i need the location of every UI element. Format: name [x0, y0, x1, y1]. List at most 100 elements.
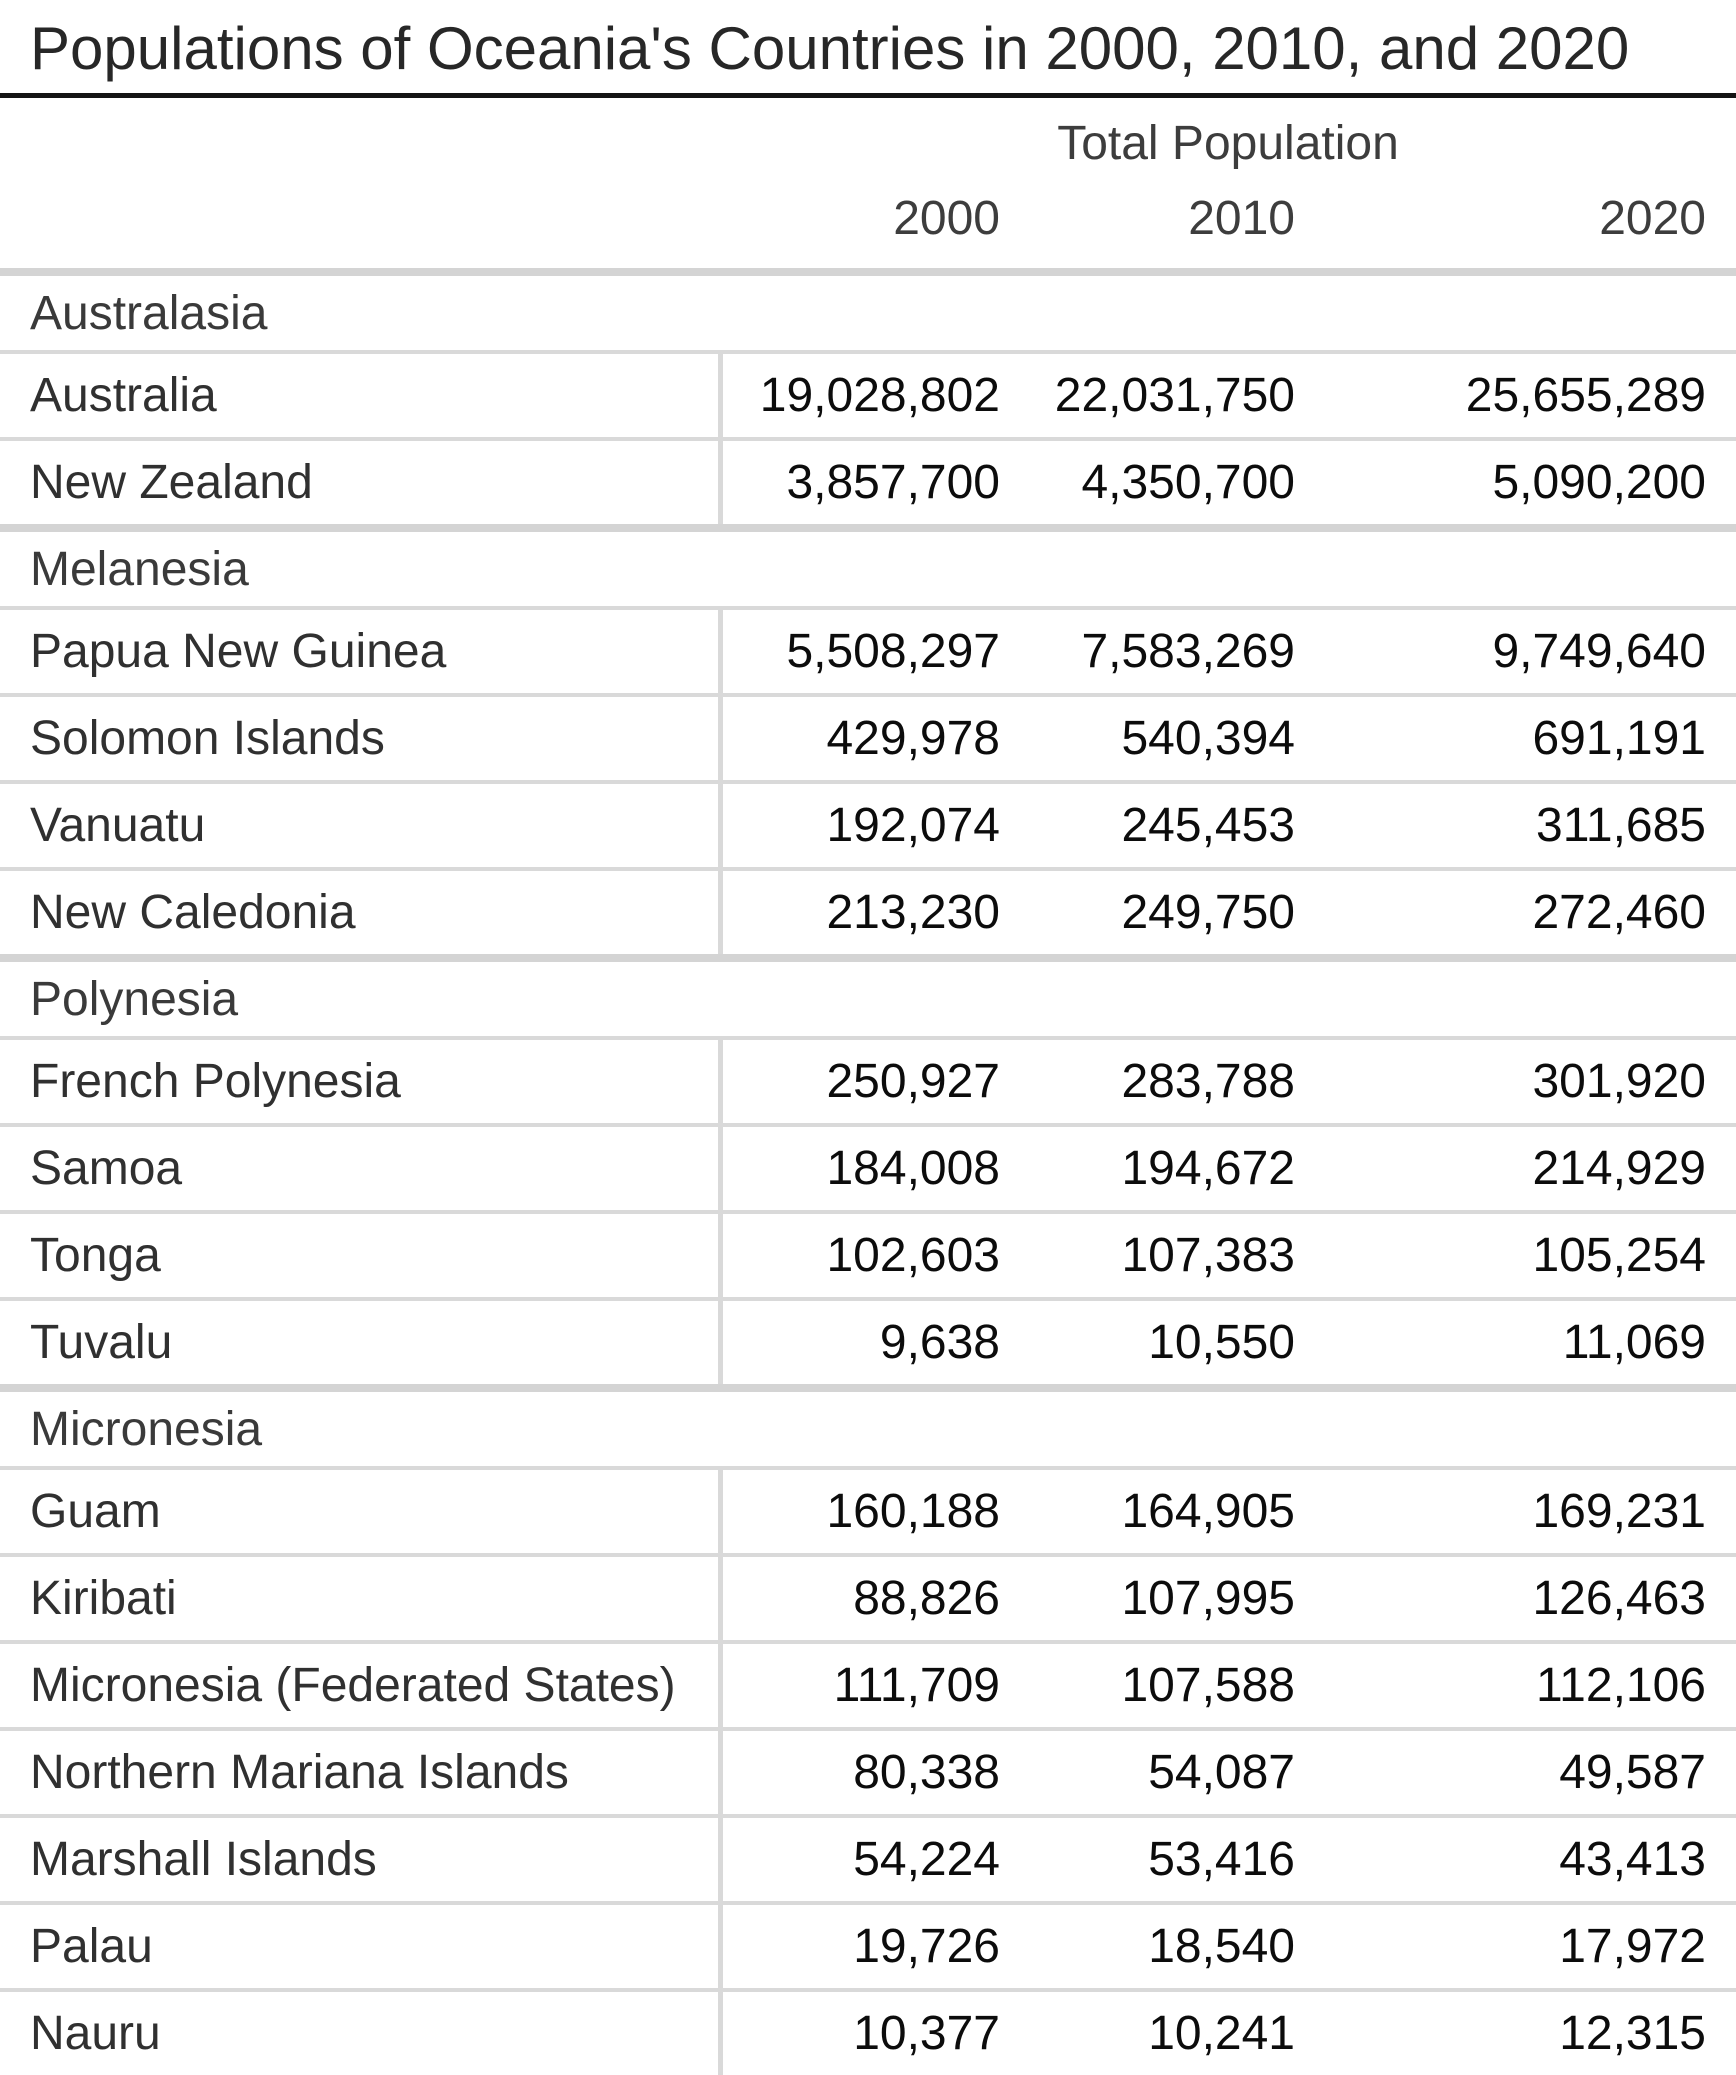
population-table: Total Population 2000 2010 2020 Australa… — [0, 98, 1736, 2075]
table-row: Northern Mariana Islands 80,338 54,087 49,5… — [0, 1727, 1736, 1816]
group-header-row: Australasia — [0, 268, 1736, 352]
population-value-2010: 107,383 — [1010, 1210, 1305, 1299]
table-row: Australia 19,028,802 22,031,750 25,655,289 — [0, 350, 1736, 439]
population-value-2000: 160,188 — [720, 1466, 1010, 1555]
group-name: Australasia — [0, 268, 1736, 352]
country-name: French Polynesia — [0, 1036, 723, 1125]
table-row: Marshall Islands 54,224 53,416 43,413 — [0, 1814, 1736, 1903]
population-value-2020: 43,413 — [1305, 1814, 1736, 1903]
population-value-2020: 49,587 — [1305, 1727, 1736, 1816]
population-value-2010: 10,241 — [1010, 1988, 1305, 2075]
country-name: Northern Mariana Islands — [0, 1727, 723, 1816]
group-name: Melanesia — [0, 524, 1736, 608]
table-row: Samoa 184,008 194,672 214,929 — [0, 1123, 1736, 1212]
population-value-2000: 10,377 — [720, 1988, 1010, 2075]
population-value-2020: 126,463 — [1305, 1553, 1736, 1642]
population-value-2000: 19,028,802 — [720, 350, 1010, 439]
group-name: Micronesia — [0, 1384, 1736, 1468]
population-value-2020: 25,655,289 — [1305, 350, 1736, 439]
table-row: Solomon Islands 429,978 540,394 691,191 — [0, 693, 1736, 782]
population-value-2010: 283,788 — [1010, 1036, 1305, 1125]
country-name: Micronesia (Federated States) — [0, 1640, 723, 1729]
year-header-row: 2000 2010 2020 — [0, 175, 1736, 272]
population-value-2010: 245,453 — [1010, 780, 1305, 869]
population-value-2020: 301,920 — [1305, 1036, 1736, 1125]
country-name: Kiribati — [0, 1553, 723, 1642]
population-value-2020: 311,685 — [1305, 780, 1736, 869]
population-value-2010: 10,550 — [1010, 1297, 1305, 1388]
header-spacer — [0, 98, 720, 175]
population-value-2000: 184,008 — [720, 1123, 1010, 1212]
header-spacer — [0, 175, 720, 272]
population-value-2010: 22,031,750 — [1010, 350, 1305, 439]
population-value-2000: 3,857,700 — [720, 437, 1010, 528]
population-value-2020: 105,254 — [1305, 1210, 1736, 1299]
population-value-2000: 54,224 — [720, 1814, 1010, 1903]
country-name: New Caledonia — [0, 867, 723, 958]
population-value-2000: 250,927 — [720, 1036, 1010, 1125]
year-header-2000: 2000 — [893, 192, 1000, 245]
table-row: Micronesia (Federated States) 111,709 107,… — [0, 1640, 1736, 1729]
population-value-2010: 4,350,700 — [1010, 437, 1305, 528]
country-name: Solomon Islands — [0, 693, 723, 782]
group-header-row: Micronesia — [0, 1384, 1736, 1468]
table-row: Vanuatu 192,074 245,453 311,685 — [0, 780, 1736, 869]
population-value-2010: 7,583,269 — [1010, 606, 1305, 695]
table-body: Australasia Australia 19,028,802 22,031,750… — [0, 268, 1736, 2075]
population-value-2020: 17,972 — [1305, 1901, 1736, 1990]
population-value-2000: 19,726 — [720, 1901, 1010, 1990]
population-value-2000: 88,826 — [720, 1553, 1010, 1642]
population-value-2010: 164,905 — [1010, 1466, 1305, 1555]
country-name: Vanuatu — [0, 780, 723, 869]
population-value-2010: 194,672 — [1010, 1123, 1305, 1212]
population-value-2010: 54,087 — [1010, 1727, 1305, 1816]
population-value-2000: 5,508,297 — [720, 606, 1010, 695]
table-row: Guam 160,188 164,905 169,231 — [0, 1466, 1736, 1555]
country-name: Samoa — [0, 1123, 723, 1212]
group-name: Polynesia — [0, 954, 1736, 1038]
country-name: Papua New Guinea — [0, 606, 723, 695]
population-value-2000: 111,709 — [720, 1640, 1010, 1729]
country-name: Tonga — [0, 1210, 723, 1299]
population-value-2020: 272,460 — [1305, 867, 1736, 958]
table-row: Nauru 10,377 10,241 12,315 — [0, 1988, 1736, 2075]
country-name: Marshall Islands — [0, 1814, 723, 1903]
table-row: Kiribati 88,826 107,995 126,463 — [0, 1553, 1736, 1642]
population-value-2000: 9,638 — [720, 1297, 1010, 1388]
group-header-row: Polynesia — [0, 954, 1736, 1038]
year-header-2020: 2020 — [1599, 192, 1706, 245]
population-value-2010: 107,588 — [1010, 1640, 1305, 1729]
group-header-row: Melanesia — [0, 524, 1736, 608]
population-value-2010: 107,995 — [1010, 1553, 1305, 1642]
table-row: New Zealand 3,857,700 4,350,700 5,090,200 — [0, 437, 1736, 528]
population-value-2020: 9,749,640 — [1305, 606, 1736, 695]
table-row: New Caledonia 213,230 249,750 272,460 — [0, 867, 1736, 958]
table-row: Papua New Guinea 5,508,297 7,583,269 9,749,… — [0, 606, 1736, 695]
column-group-header-row: Total Population — [0, 98, 1736, 175]
population-value-2010: 540,394 — [1010, 693, 1305, 782]
population-value-2020: 11,069 — [1305, 1297, 1736, 1388]
country-name: Nauru — [0, 1988, 723, 2075]
population-value-2020: 112,106 — [1305, 1640, 1736, 1729]
column-group-header: Total Population — [1057, 117, 1399, 170]
country-name: Tuvalu — [0, 1297, 723, 1388]
population-value-2010: 53,416 — [1010, 1814, 1305, 1903]
population-value-2020: 169,231 — [1305, 1466, 1736, 1555]
population-value-2000: 429,978 — [720, 693, 1010, 782]
population-value-2000: 80,338 — [720, 1727, 1010, 1816]
population-value-2020: 214,929 — [1305, 1123, 1736, 1212]
table-row: French Polynesia 250,927 283,788 301,920 — [0, 1036, 1736, 1125]
table-row: Tonga 102,603 107,383 105,254 — [0, 1210, 1736, 1299]
country-name: Australia — [0, 350, 723, 439]
population-value-2020: 691,191 — [1305, 693, 1736, 782]
page-title: Populations of Oceania's Countries in 20… — [0, 0, 1736, 98]
country-name: Palau — [0, 1901, 723, 1990]
population-value-2020: 12,315 — [1305, 1988, 1736, 2075]
population-value-2010: 249,750 — [1010, 867, 1305, 958]
table-header: Total Population 2000 2010 2020 — [0, 98, 1736, 272]
population-value-2000: 102,603 — [720, 1210, 1010, 1299]
population-value-2000: 213,230 — [720, 867, 1010, 958]
table-row: Palau 19,726 18,540 17,972 — [0, 1901, 1736, 1990]
table-row: Tuvalu 9,638 10,550 11,069 — [0, 1297, 1736, 1388]
